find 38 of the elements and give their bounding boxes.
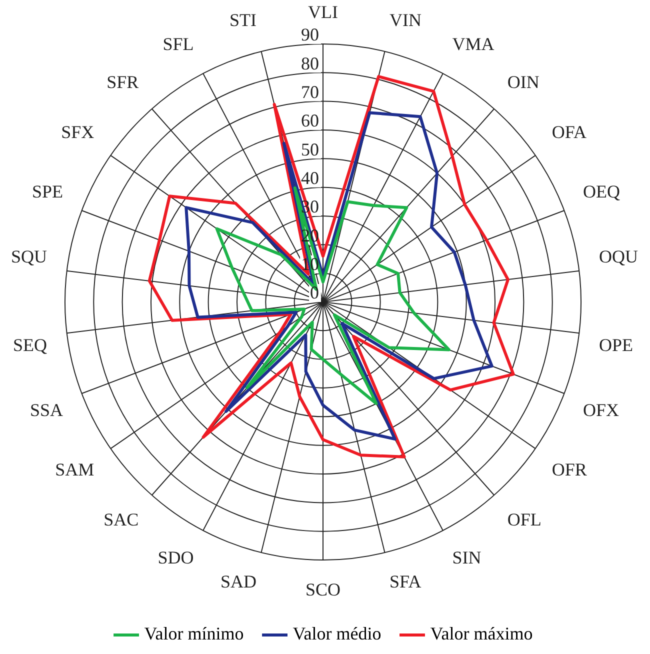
spoke-label: SFR [106,72,139,92]
spoke-label: OPE [599,335,634,356]
spoke-label: OFR [552,459,587,480]
spoke-label: SDO [158,548,194,568]
legend-label: Valor mínimo [144,624,244,644]
y-tick-label: 0 [310,282,319,303]
spoke-label: SFX [61,122,94,142]
y-tick-label: 20 [301,225,319,246]
legend-label: Valor máximo [430,624,533,644]
spoke-label: SSA [30,400,64,420]
spoke-label: VIN [390,10,422,30]
spoke-label: SAD [220,571,256,592]
legend-label: Valor médio [292,624,382,644]
y-tick-label: 50 [301,139,319,160]
spoke-label: SQU [10,246,47,266]
spoke-label: SPE [32,181,64,202]
spoke-label: SCO [305,580,341,600]
spoke-label: OQU [599,246,638,266]
y-tick-label: 40 [301,168,319,188]
spoke-label: SFL [162,34,194,54]
y-tick-label: 90 [301,24,319,45]
y-tick-label: 70 [301,82,319,102]
spoke-label: SFA [390,571,422,592]
y-tick-label: 80 [301,53,319,74]
spoke-label: SEQ [12,335,47,356]
spoke-label: VMA [452,34,494,54]
spoke-label: SIN [452,548,482,568]
y-tick-label: 10 [301,254,319,274]
spoke-label: OIN [507,72,540,92]
spoke-label: STI [229,10,256,30]
spoke-label: VLI [308,2,338,22]
spoke-label: OFL [507,510,542,530]
spoke-label: OFX [582,400,619,420]
spoke-label: OEQ [582,181,620,202]
y-tick-label: 60 [301,110,319,131]
spoke-label: SAC [104,510,139,530]
spoke-label: SAM [55,459,94,480]
spoke-label: OFA [552,122,586,142]
